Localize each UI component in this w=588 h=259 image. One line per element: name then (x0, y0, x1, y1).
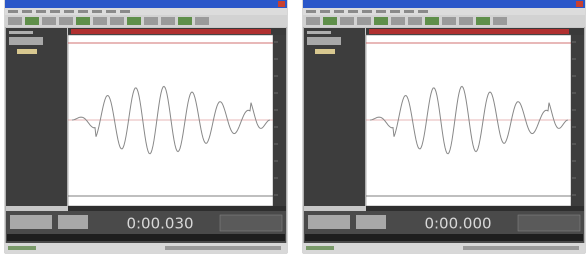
menu-item[interactable] (22, 10, 32, 13)
status-field (165, 246, 281, 250)
tool-button[interactable] (374, 17, 388, 25)
transport-buttons[interactable] (308, 215, 350, 229)
tool-button[interactable] (408, 17, 422, 25)
file-panel (304, 28, 365, 206)
tool-button[interactable] (323, 17, 337, 25)
tool-button[interactable] (93, 17, 107, 25)
menu-item[interactable] (92, 10, 102, 13)
menu-item[interactable] (50, 10, 60, 13)
time-ruler (68, 206, 286, 211)
tool-button[interactable] (42, 17, 56, 25)
tool-button[interactable] (306, 17, 320, 25)
panel-label (307, 31, 331, 34)
time-ruler (366, 206, 584, 211)
tool-button[interactable] (476, 17, 490, 25)
time-display: 0:00.030 (126, 215, 193, 233)
panel-label (9, 31, 33, 34)
tool-button[interactable] (127, 17, 141, 25)
level-meter (7, 234, 285, 241)
tool-button[interactable] (25, 17, 39, 25)
menu-item[interactable] (390, 10, 400, 13)
tool-button[interactable] (76, 17, 90, 25)
menu-item[interactable] (362, 10, 372, 13)
menu-item[interactable] (404, 10, 414, 13)
zoom-buttons[interactable] (58, 215, 88, 229)
waveform-area (68, 35, 273, 206)
zoom-buttons[interactable] (356, 215, 386, 229)
menu-item[interactable] (120, 10, 130, 13)
app-window: 0:00.000 (303, 0, 585, 253)
file-item[interactable] (315, 49, 335, 54)
status-field (463, 246, 579, 250)
time-display: 0:00.000 (424, 215, 491, 233)
level-meter (305, 234, 583, 241)
menu-item[interactable] (334, 10, 344, 13)
tool-button[interactable] (161, 17, 175, 25)
title-bar (303, 0, 585, 8)
tool-button[interactable] (195, 17, 209, 25)
overview-range (369, 29, 569, 34)
tool-button[interactable] (59, 17, 73, 25)
screenshot: 0:00.030 0:00.000 (0, 0, 588, 259)
overview-range (71, 29, 271, 34)
tool-button[interactable] (425, 17, 439, 25)
tool-button[interactable] (493, 17, 507, 25)
panel-button[interactable] (9, 37, 43, 45)
menu-item[interactable] (418, 10, 428, 13)
status-field (8, 246, 36, 250)
waveform-area (366, 35, 571, 206)
level-ruler (273, 35, 286, 206)
tool-button[interactable] (459, 17, 473, 25)
panel-button[interactable] (307, 37, 341, 45)
menu-item[interactable] (320, 10, 330, 13)
menu-item[interactable] (106, 10, 116, 13)
menu-bar (303, 8, 585, 15)
menu-bar (5, 8, 287, 15)
tool-button[interactable] (110, 17, 124, 25)
status-field (306, 246, 334, 250)
tool-button[interactable] (340, 17, 354, 25)
tool-button[interactable] (178, 17, 192, 25)
app-window: 0:00.030 (5, 0, 287, 253)
selection-box (518, 215, 580, 231)
menu-item[interactable] (78, 10, 88, 13)
file-panel (6, 28, 67, 206)
selection-box (220, 215, 282, 231)
title-bar (5, 0, 287, 8)
level-ruler (571, 35, 584, 206)
transport-buttons[interactable] (10, 215, 52, 229)
tool-button[interactable] (357, 17, 371, 25)
menu-item[interactable] (348, 10, 358, 13)
menu-item[interactable] (306, 10, 316, 13)
close-button[interactable] (278, 1, 285, 7)
menu-item[interactable] (64, 10, 74, 13)
menu-item[interactable] (376, 10, 386, 13)
file-item[interactable] (17, 49, 37, 54)
menu-item[interactable] (36, 10, 46, 13)
tool-button[interactable] (8, 17, 22, 25)
tool-button[interactable] (144, 17, 158, 25)
close-button[interactable] (576, 1, 583, 7)
tool-button[interactable] (442, 17, 456, 25)
tool-button[interactable] (391, 17, 405, 25)
menu-item[interactable] (8, 10, 18, 13)
